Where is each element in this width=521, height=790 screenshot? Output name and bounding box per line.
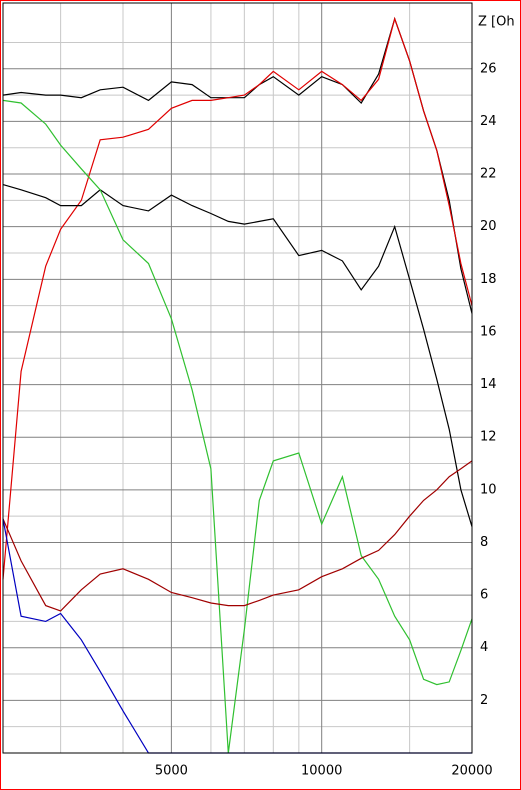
y-tick-label: 8 (480, 535, 488, 550)
y-tick-label: 10 (480, 482, 497, 497)
y-tick-label: 26 (480, 61, 497, 76)
y-tick-label: 12 (480, 430, 497, 445)
y-tick-label: 6 (480, 588, 488, 603)
x-tick-label: 20000 (451, 764, 492, 779)
y-tick-label: 22 (480, 167, 497, 182)
y-tick-label: 20 (480, 219, 497, 234)
x-tick-label: 10000 (301, 764, 342, 779)
y-tick-label: 4 (480, 640, 488, 655)
y-tick-label: 24 (480, 114, 497, 129)
x-tick-label: 5000 (155, 764, 188, 779)
y-axis-label: Z [Oh (478, 15, 515, 30)
y-tick-label: 2 (480, 693, 488, 708)
y-tick-label: 14 (480, 377, 497, 392)
y-tick-label: 18 (480, 272, 497, 287)
y-tick-label: 16 (480, 324, 497, 339)
